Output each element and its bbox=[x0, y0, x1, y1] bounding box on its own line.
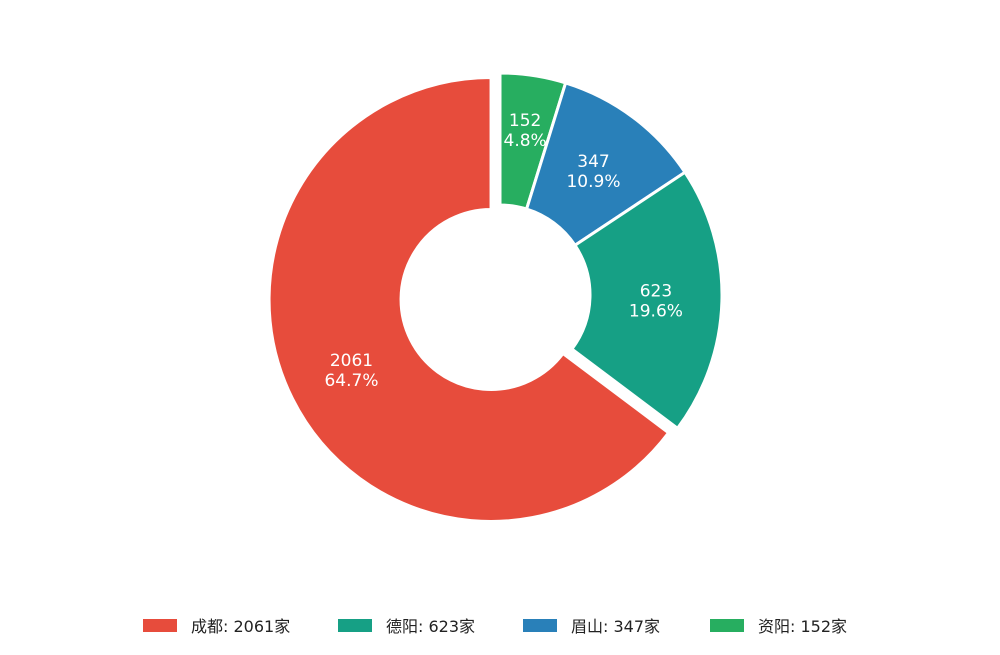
legend: 成都: 2061家 德阳: 623家 眉山: 347家 资阳: 152家 bbox=[143, 617, 847, 636]
legend-swatch[interactable] bbox=[143, 619, 177, 632]
slice-percent-label: 19.6% bbox=[629, 302, 683, 322]
legend-swatch[interactable] bbox=[338, 619, 372, 632]
legend-swatch[interactable] bbox=[523, 619, 557, 632]
slice-value-label: 152 bbox=[509, 111, 541, 131]
slice-percent-label: 10.9% bbox=[566, 172, 620, 192]
legend-item-资阳[interactable]: 资阳: 152家 bbox=[758, 617, 847, 636]
legend-item-成都[interactable]: 成都: 2061家 bbox=[191, 617, 290, 636]
slice-眉山 bbox=[524, 81, 688, 248]
slice-value-label: 347 bbox=[577, 152, 609, 172]
slices bbox=[267, 71, 724, 523]
legend-item-德阳[interactable]: 德阳: 623家 bbox=[386, 617, 475, 636]
slice-value-label: 2061 bbox=[330, 351, 373, 371]
slice-percent-label: 64.7% bbox=[324, 371, 378, 391]
slice-成都 bbox=[267, 75, 671, 523]
slice-percent-label: 4.8% bbox=[504, 131, 547, 151]
legend-item-眉山[interactable]: 眉山: 347家 bbox=[571, 617, 660, 636]
legend-swatch[interactable] bbox=[710, 619, 744, 632]
slice-德阳 bbox=[569, 170, 724, 431]
slice-value-label: 623 bbox=[640, 282, 672, 302]
